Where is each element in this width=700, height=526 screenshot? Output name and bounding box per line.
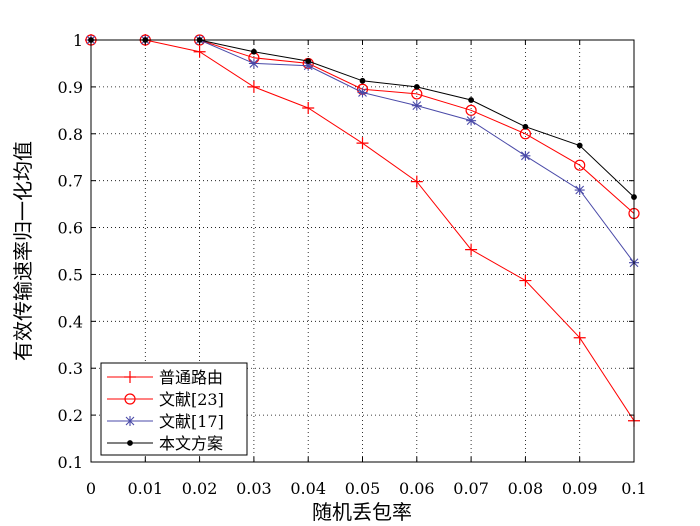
- legend-label: 本文方案: [159, 434, 223, 453]
- data-point-star: [357, 87, 368, 98]
- data-point-plus: [356, 137, 369, 150]
- data-point-dot: [413, 83, 420, 90]
- y-tick-label: 0.7: [58, 172, 83, 191]
- data-point-dot: [305, 58, 312, 64]
- x-tick-label: 0.05: [345, 479, 381, 498]
- x-tick-label: 0.08: [508, 479, 544, 498]
- y-tick-label: 1: [73, 31, 83, 50]
- x-tick-label: 0.06: [399, 479, 435, 498]
- legend-item: 普通路由: [107, 368, 223, 387]
- data-point-plus: [410, 175, 423, 188]
- data-point-dot: [522, 123, 529, 130]
- data-point-star: [125, 416, 135, 426]
- data-point-plus: [465, 243, 478, 256]
- y-tick-label: 0.9: [58, 78, 83, 97]
- data-point-plus: [247, 80, 260, 93]
- x-axis-title: 随机丢包率: [312, 500, 412, 524]
- data-point-star: [466, 115, 477, 126]
- data-point-dot: [576, 142, 583, 149]
- x-tick-label: 0.07: [453, 479, 489, 498]
- x-tick-label: 0.02: [182, 479, 218, 498]
- y-tick-label: 0.2: [58, 406, 83, 425]
- x-tick-label: 0: [86, 479, 96, 498]
- legend-label: 文献[23]: [159, 390, 224, 409]
- data-point-dot: [359, 77, 366, 84]
- data-point-plus: [193, 45, 206, 58]
- legend-label: 文献[17]: [159, 412, 224, 431]
- data-point-circle: [574, 159, 586, 171]
- x-tick-label: 0.03: [236, 479, 272, 498]
- y-axis-title: 有效传输速率归一化均值: [11, 141, 35, 361]
- legend-item: 本文方案: [107, 434, 223, 453]
- data-point-star: [574, 185, 585, 196]
- data-point-star: [520, 150, 531, 161]
- legend-box: [100, 362, 248, 456]
- data-point-circle: [124, 393, 136, 405]
- legend-label: 普通路由: [159, 368, 223, 387]
- x-tick-label: 0.01: [127, 479, 163, 498]
- y-tick-label: 0.5: [58, 265, 83, 284]
- grid-lines: [91, 40, 634, 462]
- y-tick-label: 0.1: [58, 453, 83, 472]
- y-tick-label: 0.3: [58, 359, 83, 378]
- y-tick-label: 0.4: [58, 312, 83, 331]
- x-tick-label: 0.04: [290, 479, 326, 498]
- data-point-star: [411, 100, 422, 111]
- data-point-plus: [302, 101, 315, 114]
- legend-item: 文献[23]: [107, 390, 224, 409]
- data-point-dot: [468, 97, 475, 103]
- data-point-star: [248, 58, 259, 69]
- y-tick-label: 0.6: [58, 219, 83, 238]
- data-point-circle: [465, 104, 477, 116]
- y-tick-label: 0.8: [58, 125, 83, 144]
- data-point-plus: [519, 274, 532, 287]
- data-point-plus: [124, 371, 136, 383]
- axis-ticks: 0 0.01 0.02 0.03 0.04 0.05 0.06 0.07 0.08 0.09 0.1…: [58, 31, 647, 498]
- x-tick-label: 0.1: [621, 479, 646, 498]
- data-point-star: [303, 60, 314, 71]
- data-point-plus: [573, 331, 586, 344]
- series-group: [85, 34, 640, 427]
- data-point-dot: [127, 440, 133, 446]
- legend-item: 文献[17]: [107, 412, 224, 431]
- data-point-dot: [251, 48, 257, 55]
- x-tick-label: 0.09: [562, 479, 598, 498]
